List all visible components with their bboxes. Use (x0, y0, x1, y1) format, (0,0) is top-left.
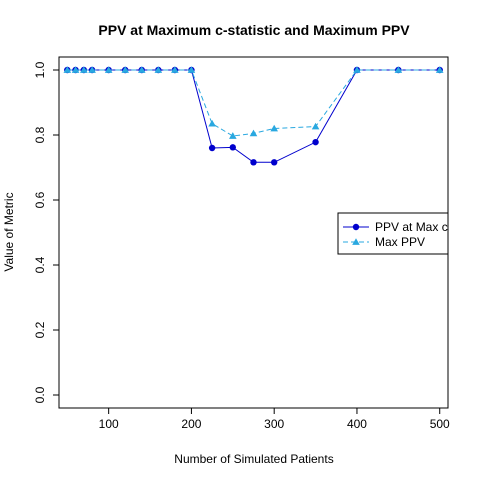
series-ppv-at-max-c (64, 66, 443, 166)
data-point (63, 66, 72, 73)
series-max-ppv (63, 66, 444, 139)
data-point (154, 66, 163, 73)
data-point (311, 122, 320, 130)
x-tick-label: 200 (181, 417, 201, 431)
x-axis: 100 200 300 400 500 (99, 408, 450, 431)
legend-marker (352, 238, 360, 245)
data-point (250, 159, 257, 166)
x-tick-label: 400 (347, 417, 367, 431)
y-tick-label: 0.4 (33, 256, 47, 273)
x-axis-label: Number of Simulated Patients (174, 452, 333, 466)
y-axis-label: Value of Metric (2, 192, 16, 271)
data-point (88, 66, 96, 73)
data-point (249, 129, 258, 137)
data-point (121, 66, 130, 73)
data-point (71, 66, 80, 73)
data-point (187, 66, 196, 73)
series-layer (63, 66, 444, 166)
series-line (67, 69, 440, 137)
data-point (208, 119, 216, 127)
data-point (270, 159, 278, 166)
legend-label: PPV at Max c (375, 220, 448, 234)
legend-box (337, 212, 449, 255)
series-line (67, 69, 440, 163)
data-point (80, 66, 88, 73)
data-point (394, 66, 403, 73)
y-tick-label: 0.6 (33, 191, 47, 208)
data-point (104, 66, 113, 73)
data-point (312, 138, 319, 146)
x-tick-label: 500 (430, 417, 450, 431)
y-tick-label: 1.0 (33, 61, 47, 78)
data-point (435, 66, 444, 73)
data-point (171, 66, 179, 73)
x-tick-label: 100 (99, 417, 119, 431)
x-tick-label: 300 (264, 417, 284, 431)
data-point (229, 132, 237, 139)
data-point (137, 66, 146, 73)
y-tick-label: 0.0 (33, 386, 47, 403)
chart-title: PPV at Maximum c-statistic and Maximum P… (98, 22, 410, 38)
data-point (270, 124, 278, 132)
data-point (229, 144, 237, 151)
data-point (208, 144, 216, 152)
y-tick-label: 0.2 (33, 321, 47, 338)
legend-label: Max PPV (375, 235, 425, 249)
data-point (353, 66, 361, 73)
y-axis: 0.0 0.2 0.4 0.6 0.8 1.0 (33, 61, 59, 403)
legend-marker (352, 223, 360, 231)
y-tick-label: 0.8 (33, 126, 47, 143)
